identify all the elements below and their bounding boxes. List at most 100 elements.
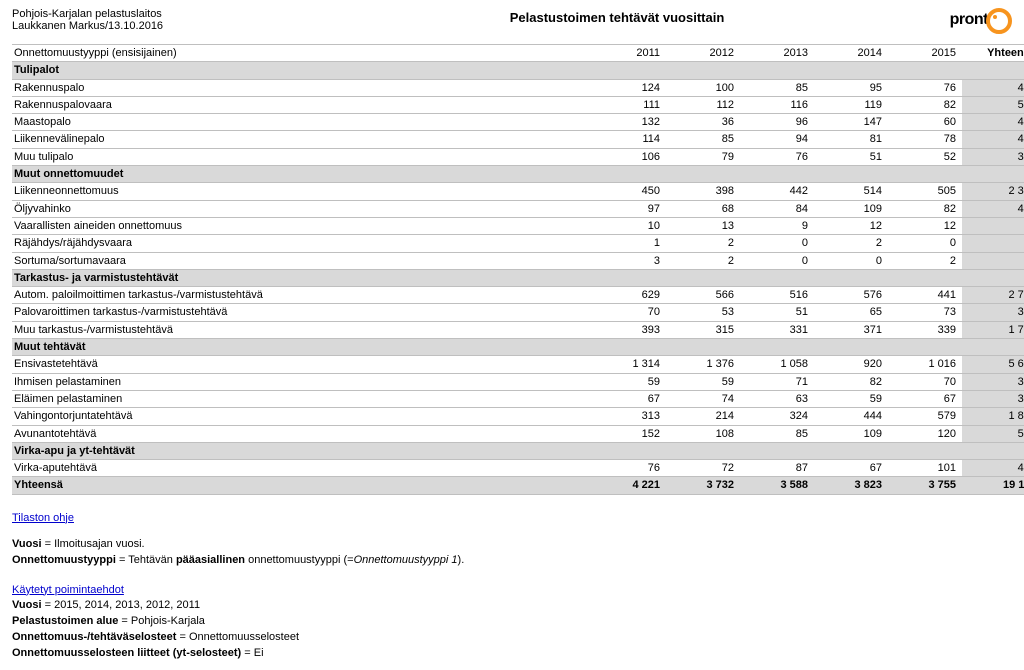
cell-value: 0 — [888, 235, 962, 252]
row-label: Vaarallisten aineiden onnettomuus — [12, 217, 592, 234]
cell-value: 72 — [666, 460, 740, 477]
table-row: Palovaroittimen tarkastus-/varmistusteht… — [12, 304, 1024, 321]
cell-value: 2 — [888, 252, 962, 269]
row-label: Avunantotehtävä — [12, 425, 592, 442]
header-left: Pohjois-Karjalan pelastuslaitos Laukkane… — [12, 8, 312, 32]
section-title: Muut tehtävät — [12, 339, 1024, 356]
table-row: Ensivastetehtävä1 3141 3761 0589201 0165… — [12, 356, 1024, 373]
cell-value: 63 — [740, 390, 814, 407]
cell-value: 0 — [814, 252, 888, 269]
cell-value: 576 — [814, 287, 888, 304]
row-total: 2 728 — [962, 287, 1024, 304]
row-label: Rakennuspalovaara — [12, 96, 592, 113]
row-total: 2 309 — [962, 183, 1024, 200]
cell-value: 505 — [888, 183, 962, 200]
grand-label: Yhteensä — [12, 477, 592, 494]
cell-value: 95 — [814, 79, 888, 96]
cell-value: 579 — [888, 408, 962, 425]
column-headers: Onnettomuustyyppi (ensisijainen) 2011 20… — [12, 45, 1024, 62]
col-year-2: 2013 — [740, 45, 814, 62]
cell-value: 82 — [888, 96, 962, 113]
cell-value: 1 314 — [592, 356, 666, 373]
row-total: 574 — [962, 425, 1024, 442]
cell-value: 2 — [666, 252, 740, 269]
cell-value: 10 — [592, 217, 666, 234]
row-total: 440 — [962, 200, 1024, 217]
cell-value: 111 — [592, 96, 666, 113]
logo-text: pront — [950, 11, 988, 28]
col-year-0: 2011 — [592, 45, 666, 62]
cell-value: 67 — [592, 390, 666, 407]
cell-value: 2 — [814, 235, 888, 252]
logo-ring-icon — [986, 8, 1012, 34]
col-year-1: 2012 — [666, 45, 740, 62]
cell-value: 12 — [888, 217, 962, 234]
row-total: 341 — [962, 373, 1024, 390]
cell-value: 96 — [740, 114, 814, 131]
section-title: Tarkastus- ja varmistustehtävät — [12, 269, 1024, 286]
cell-value: 214 — [666, 408, 740, 425]
report-header: Pohjois-Karjalan pelastuslaitos Laukkane… — [12, 8, 1012, 34]
cell-value: 1 016 — [888, 356, 962, 373]
cell-value: 97 — [592, 200, 666, 217]
row-label: Virka-aputehtävä — [12, 460, 592, 477]
row-label: Muu tulipalo — [12, 148, 592, 165]
cell-value: 76 — [592, 460, 666, 477]
row-total: 452 — [962, 131, 1024, 148]
grand-total-row: Yhteensä4 2213 7323 5883 8233 75519 119 — [12, 477, 1024, 494]
table-row: Rakennuspalo124100859576480 — [12, 79, 1024, 96]
row-label: Sortuma/sortumavaara — [12, 252, 592, 269]
cell-value: 147 — [814, 114, 888, 131]
guide-link[interactable]: Tilaston ohje — [12, 512, 74, 524]
cell-value: 82 — [814, 373, 888, 390]
cell-value: 119 — [814, 96, 888, 113]
row-label: Liikenneonnettomuus — [12, 183, 592, 200]
cell-value: 101 — [888, 460, 962, 477]
section-title: Muut onnettomuudet — [12, 166, 1024, 183]
section-header: Muut tehtävät — [12, 339, 1024, 356]
cell-value: 59 — [592, 373, 666, 390]
cell-value: 70 — [592, 304, 666, 321]
cell-value: 0 — [740, 252, 814, 269]
col-year-4: 2015 — [888, 45, 962, 62]
row-total: 5 — [962, 235, 1024, 252]
notes-definitions: Vuosi = Ilmoitusajan vuosi.Onnettomuusty… — [12, 537, 1012, 569]
org-name: Pohjois-Karjalan pelastuslaitos — [12, 8, 312, 20]
row-label: Öljyvahinko — [12, 200, 592, 217]
cell-value: 441 — [888, 287, 962, 304]
author-date: Laukkanen Markus/13.10.2016 — [12, 20, 312, 32]
cell-value: 100 — [666, 79, 740, 96]
row-total: 7 — [962, 252, 1024, 269]
logo: pront — [922, 8, 1012, 34]
cell-value: 13 — [666, 217, 740, 234]
cell-value: 124 — [592, 79, 666, 96]
row-label: Autom. paloilmoittimen tarkastus-/varmis… — [12, 287, 592, 304]
grand-value: 3 588 — [740, 477, 814, 494]
section-header: Virka-apu ja yt-tehtävät — [12, 442, 1024, 459]
cell-value: 65 — [814, 304, 888, 321]
table-row: Ihmisen pelastaminen5959718270341 — [12, 373, 1024, 390]
table-row: Eläimen pelastaminen6774635967330 — [12, 390, 1024, 407]
section-title: Virka-apu ja yt-tehtävät — [12, 442, 1024, 459]
table-row: Vahingontorjuntatehtävä3132143244445791 … — [12, 408, 1024, 425]
criteria-link[interactable]: Käytetyt poimintaehdot — [12, 584, 124, 596]
row-label: Rakennuspalo — [12, 79, 592, 96]
col-total: Yhteensä — [962, 45, 1024, 62]
cell-value: 82 — [888, 200, 962, 217]
row-total: 480 — [962, 79, 1024, 96]
row-label: Maastopalo — [12, 114, 592, 131]
row-total: 1 749 — [962, 321, 1024, 338]
cell-value: 112 — [666, 96, 740, 113]
cell-value: 120 — [888, 425, 962, 442]
row-total: 5 684 — [962, 356, 1024, 373]
cell-value: 315 — [666, 321, 740, 338]
cell-value: 70 — [888, 373, 962, 390]
row-total: 471 — [962, 114, 1024, 131]
cell-value: 152 — [592, 425, 666, 442]
cell-value: 371 — [814, 321, 888, 338]
cell-value: 36 — [666, 114, 740, 131]
row-label: Ihmisen pelastaminen — [12, 373, 592, 390]
section-header: Tarkastus- ja varmistustehtävät — [12, 269, 1024, 286]
row-total: 312 — [962, 304, 1024, 321]
cell-value: 52 — [888, 148, 962, 165]
